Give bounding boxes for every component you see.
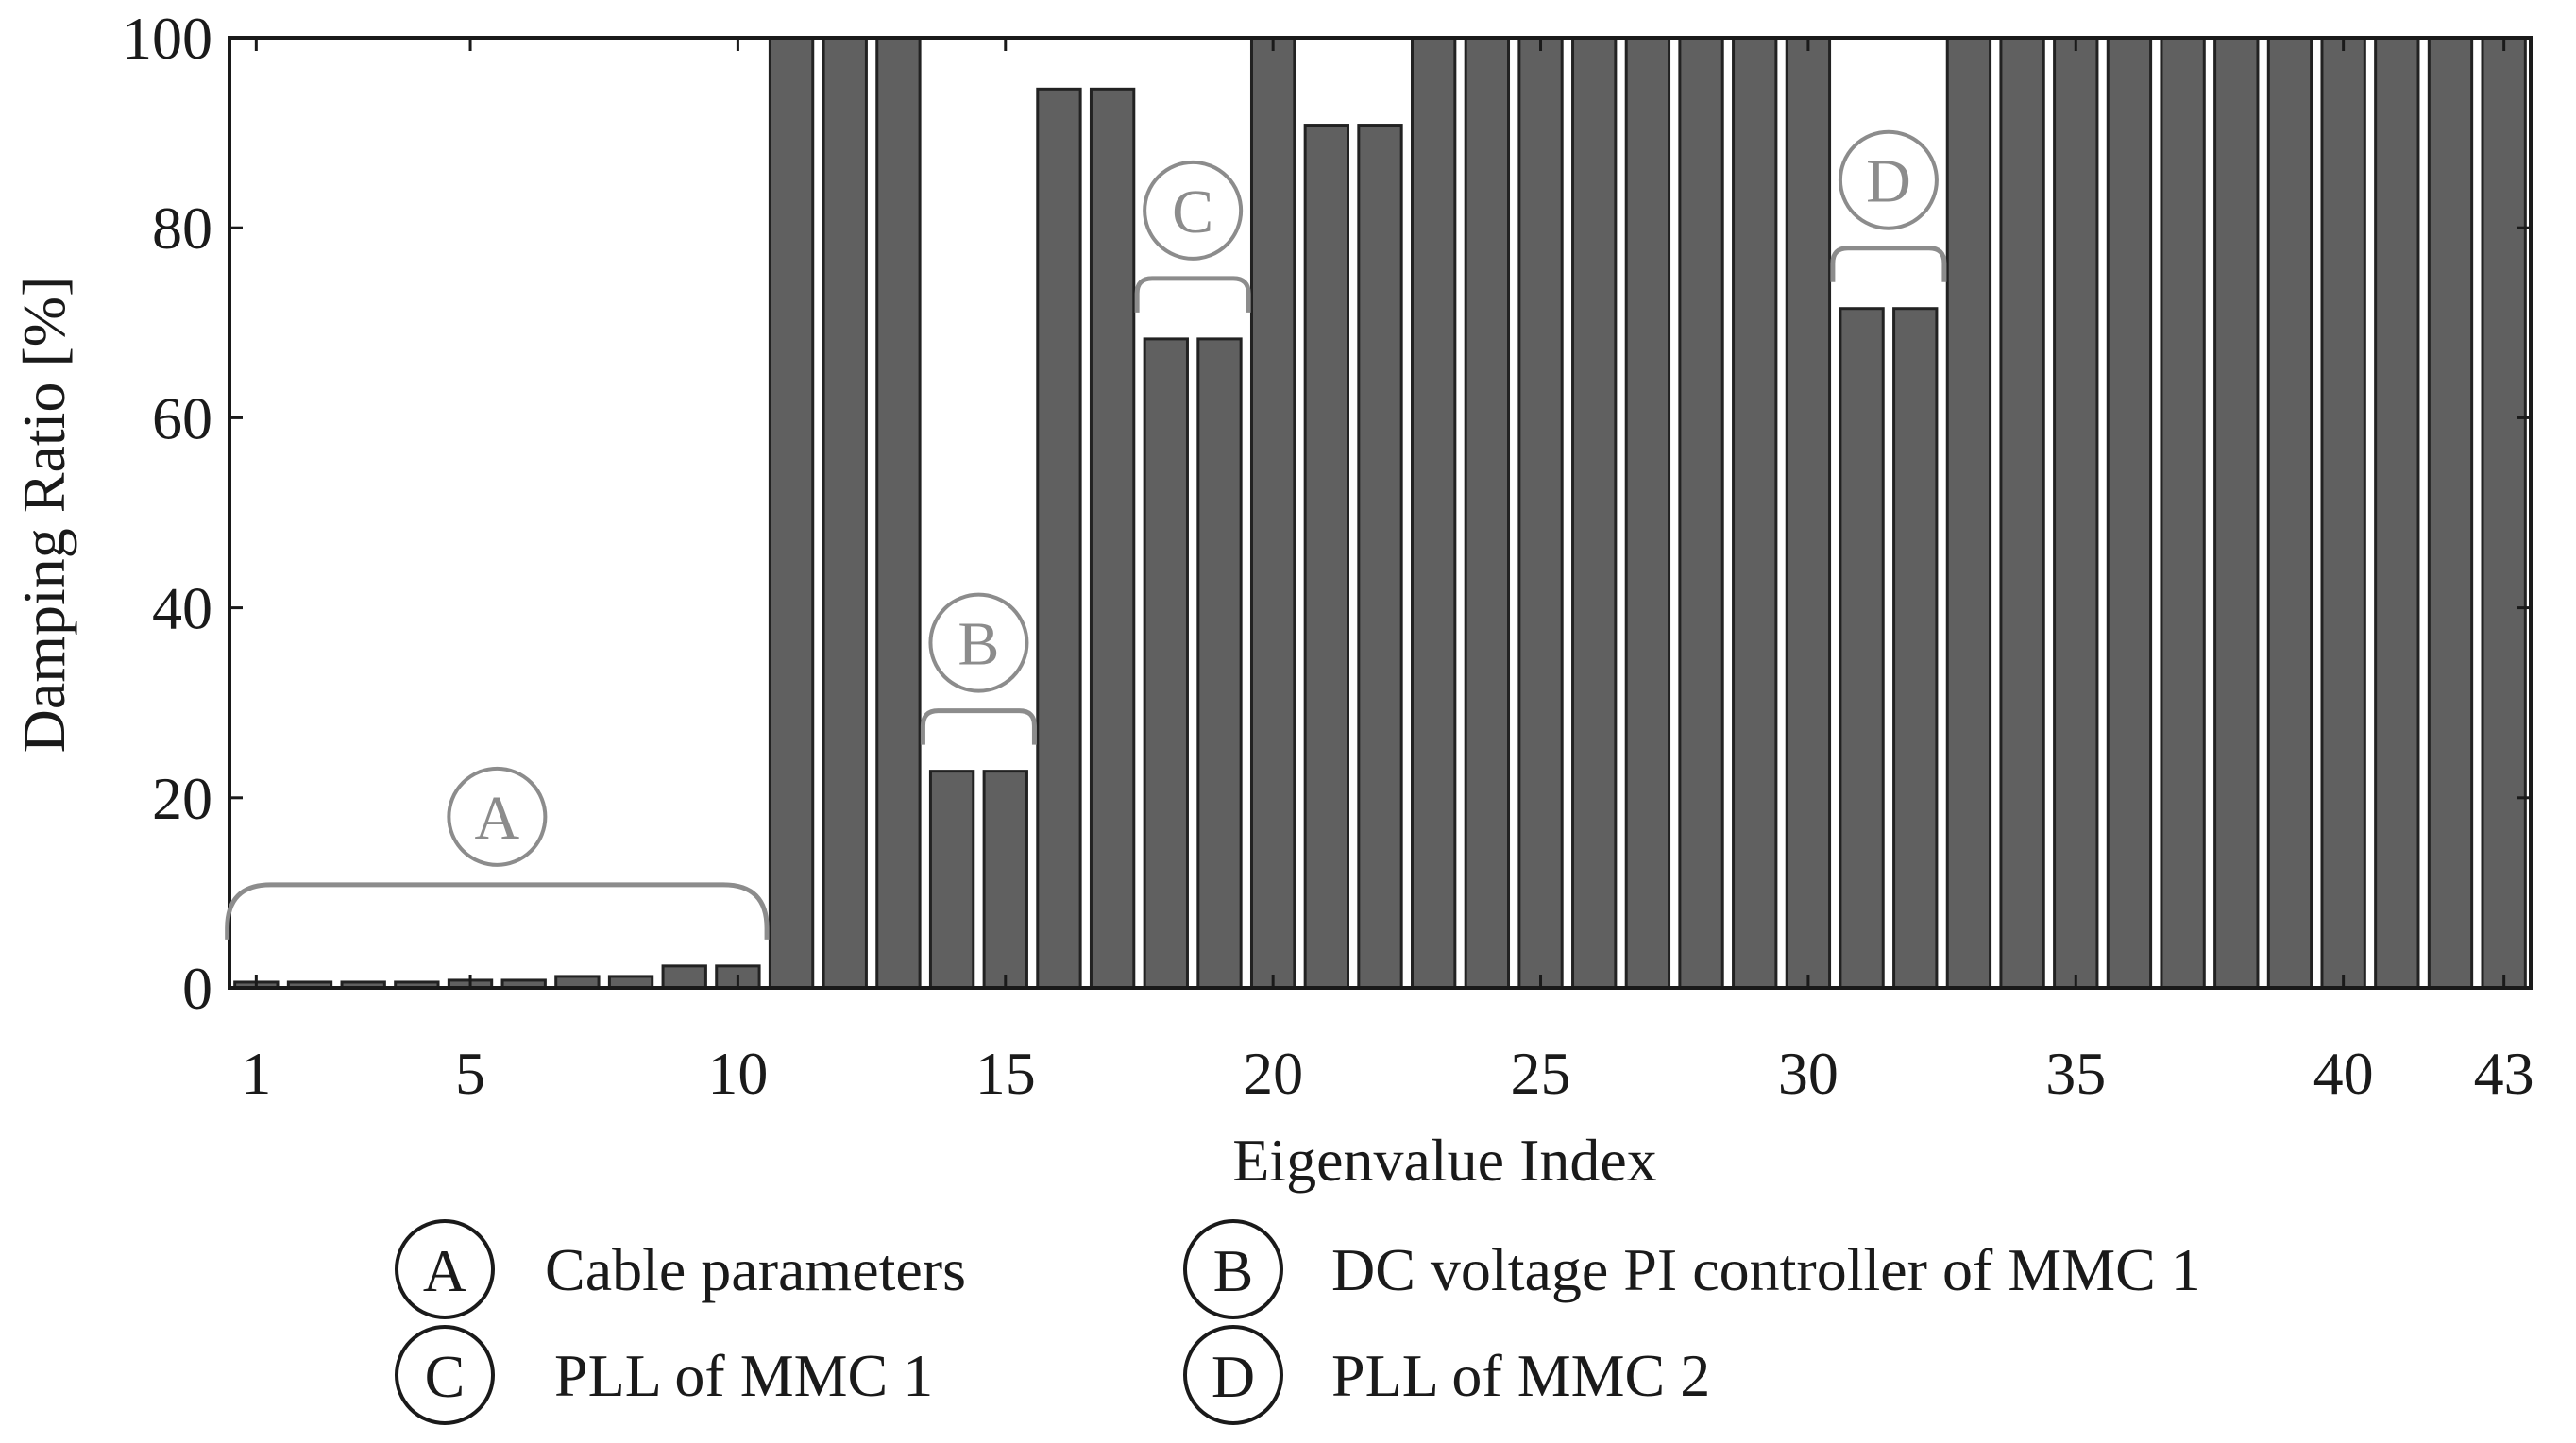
x-tick-label-20: 20 xyxy=(1243,1040,1303,1107)
annotation-bracket-a xyxy=(225,882,770,940)
x-tick-label-35: 35 xyxy=(2045,1040,2106,1107)
bar-24 xyxy=(1464,36,1511,990)
x-tick-label-43: 43 xyxy=(2474,1040,2534,1107)
bar-39 xyxy=(2266,36,2313,990)
legend-text-d: PLL of MMC 2 xyxy=(1331,1342,1710,1409)
y-axis-label: Damping Ratio [%] xyxy=(10,277,77,754)
bar-33 xyxy=(1945,36,1992,990)
legend-text-b: DC voltage PI controller of MMC 1 xyxy=(1331,1236,2201,1303)
bar-38 xyxy=(2213,36,2260,990)
legend-text-a: Cable parameters xyxy=(545,1236,966,1303)
bar-21 xyxy=(1303,124,1349,990)
annotation-bracket-c xyxy=(1134,276,1251,313)
x-tick-label-40: 40 xyxy=(2313,1040,2374,1107)
annotation-letter-a: A xyxy=(475,784,520,853)
annotation-circle-a xyxy=(447,766,548,867)
legend-circle-d xyxy=(1183,1325,1283,1425)
bar-26 xyxy=(1571,36,1618,990)
bar-18 xyxy=(1143,337,1189,990)
bar-13 xyxy=(875,36,922,990)
bar-31 xyxy=(1839,307,1885,990)
legend-letter-c: C xyxy=(425,1343,466,1410)
x-tick-label-15: 15 xyxy=(975,1040,1036,1107)
bar-20 xyxy=(1249,36,1296,990)
bar-9 xyxy=(661,964,707,990)
bar-19 xyxy=(1196,337,1243,990)
annotation-circle-d xyxy=(1838,129,1939,230)
bar-41 xyxy=(2374,36,2420,990)
bar-23 xyxy=(1411,36,1457,990)
legend-circle-a xyxy=(395,1219,495,1319)
legend-circle-c xyxy=(395,1325,495,1425)
bar-15 xyxy=(982,770,1028,990)
bar-11 xyxy=(768,36,815,990)
x-tick-label-30: 30 xyxy=(1778,1040,1839,1107)
bar-22 xyxy=(1357,124,1403,990)
bar-42 xyxy=(2427,36,2474,990)
bar-25 xyxy=(1517,36,1564,990)
y-tick-label-80: 80 xyxy=(152,195,212,262)
bar-32 xyxy=(1892,307,1939,990)
x-tick-label-5: 5 xyxy=(455,1040,485,1107)
plot-frame xyxy=(228,36,2533,990)
annotation-circle-c xyxy=(1143,160,1244,261)
x-axis-label: Eigenvalue Index xyxy=(1232,1127,1657,1194)
x-tick-label-1: 1 xyxy=(241,1040,271,1107)
bar-30 xyxy=(1785,36,1832,990)
legend-letter-a: A xyxy=(423,1237,466,1304)
legend-letter-b: B xyxy=(1213,1237,1254,1304)
bar-27 xyxy=(1624,36,1671,990)
bar-34 xyxy=(1999,36,2045,990)
annotation-letter-d: D xyxy=(1866,147,1911,216)
y-tick-label-40: 40 xyxy=(152,575,212,642)
y-tick-label-20: 20 xyxy=(152,765,212,832)
y-tick-label-0: 0 xyxy=(182,955,212,1022)
legend-letter-d: D xyxy=(1212,1343,1255,1410)
annotation-letter-b: B xyxy=(958,610,999,679)
bar-35 xyxy=(2053,36,2099,990)
bar-14 xyxy=(928,770,975,990)
bar-12 xyxy=(822,36,868,990)
y-tick-label-60: 60 xyxy=(152,384,212,451)
legend-circle-b xyxy=(1183,1219,1283,1319)
legend-text-c: PLL of MMC 1 xyxy=(554,1342,933,1409)
bar-37 xyxy=(2160,36,2206,990)
bar-28 xyxy=(1678,36,1724,990)
bar-16 xyxy=(1036,87,1082,990)
bar-29 xyxy=(1732,36,1778,990)
bar-40 xyxy=(2320,36,2366,990)
bar-43 xyxy=(2481,36,2527,990)
x-tick-label-25: 25 xyxy=(1511,1040,1571,1107)
annotation-letter-c: C xyxy=(1172,178,1213,246)
annotation-bracket-d xyxy=(1830,246,1947,282)
x-tick-label-10: 10 xyxy=(707,1040,768,1107)
annotation-bracket-b xyxy=(920,708,1037,745)
bar-36 xyxy=(2106,36,2153,990)
annotation-circle-b xyxy=(928,592,1029,693)
y-tick-label-100: 100 xyxy=(122,5,212,72)
bar-17 xyxy=(1089,87,1136,990)
